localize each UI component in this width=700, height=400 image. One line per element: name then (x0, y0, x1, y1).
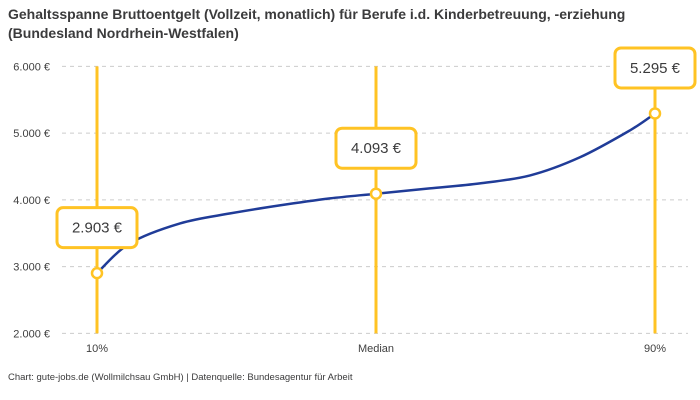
y-axis-tick-label: 3.000 € (13, 262, 50, 274)
x-axis-tick-label: Median (358, 343, 394, 355)
x-axis-tick-label: 90% (644, 343, 666, 355)
y-axis-tick-label: 5.000 € (13, 128, 50, 140)
y-axis-tick-label: 4.000 € (13, 195, 50, 207)
y-axis-tick-label: 6.000 € (13, 61, 50, 73)
value-label-text: 4.093 € (351, 140, 402, 157)
value-label-text: 2.903 € (72, 220, 123, 237)
data-point-marker (90, 266, 104, 280)
x-axis-tick-label: 10% (86, 343, 108, 355)
data-point-marker (369, 187, 383, 200)
data-point-marker (648, 107, 662, 120)
chart-source-caption: Chart: gute-jobs.de (Wollmilchsau GmbH) … (8, 372, 353, 383)
value-label-text: 5.295 € (630, 60, 681, 77)
y-axis-tick-label: 2.000 € (13, 328, 50, 340)
value-label-box (613, 46, 697, 90)
value-label-box (55, 206, 139, 250)
value-label-box (334, 126, 418, 170)
chart-title: Gehaltsspanne Bruttoentgelt (Vollzeit, m… (8, 6, 626, 41)
